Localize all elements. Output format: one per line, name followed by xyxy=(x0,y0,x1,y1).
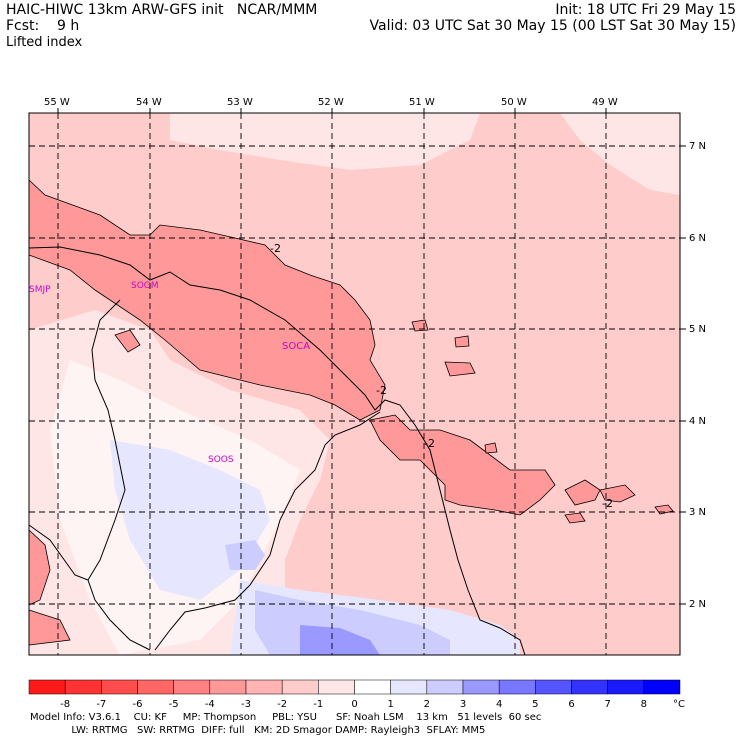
field-name: Lifted index xyxy=(6,35,83,50)
colorbar: -8 -7 -6 -5 -4 -3 -2 -1 0 1 2 3 4 5 6 7 8 °C xyxy=(28,679,685,710)
forecast-hour: Fcst: 9 h xyxy=(6,18,80,34)
lon-label: 51 W xyxy=(409,97,435,108)
contour-label: -2 xyxy=(424,437,435,450)
colorbar-tick-label: 4 xyxy=(496,699,502,710)
unstable-cell-5 xyxy=(454,335,470,348)
colorbar-cell xyxy=(318,679,355,695)
colorbar-tick-labels: -8 -7 -6 -5 -4 -3 -2 -1 0 1 2 3 4 5 6 7 8 xyxy=(60,699,647,710)
colorbar-cell xyxy=(281,679,319,695)
colorbar-tick-label: 1 xyxy=(387,699,393,710)
colorbar-cell xyxy=(101,679,138,695)
colorbar-cell xyxy=(571,679,608,695)
lat-label: 5 N xyxy=(689,324,707,335)
stable-region-5 xyxy=(300,625,380,655)
station-label: SOGM xyxy=(131,281,159,291)
colorbar-cell xyxy=(354,679,391,695)
colorbar-tick-label: 0 xyxy=(351,699,357,710)
lat-label: 6 N xyxy=(689,233,707,244)
colorbar-cell xyxy=(390,679,428,695)
colorbar-cells xyxy=(28,679,681,695)
model-info-line1: Model Info: V3.6.1 CU: KF MP: Thompson P… xyxy=(30,712,542,723)
colorbar-cell xyxy=(28,679,66,695)
colorbar-cell xyxy=(137,679,174,695)
colorbar-tick-label: 2 xyxy=(424,699,430,710)
colorbar-tick-label: -4 xyxy=(205,699,215,710)
init-time: Init: 18 UTC Fri 29 May 15 xyxy=(555,2,736,18)
colorbar-cell xyxy=(607,679,645,695)
lat-ticks xyxy=(680,145,686,605)
coastline xyxy=(28,246,526,656)
colorbar-unit: °C xyxy=(673,699,685,710)
lat-label: 7 N xyxy=(689,141,707,152)
lon-label: 52 W xyxy=(318,97,344,108)
colorbar-cell xyxy=(643,679,681,695)
colorbar-cell xyxy=(173,679,211,695)
colorbar-cell xyxy=(498,679,536,695)
contour-label: -2 xyxy=(270,242,281,255)
colorbar-cell xyxy=(535,679,572,695)
border-west xyxy=(28,524,89,581)
lon-label: 50 W xyxy=(501,97,527,108)
colorbar-cell xyxy=(426,679,464,695)
unstable-cell-7 xyxy=(564,512,586,524)
unstable-cell-9 xyxy=(484,442,498,454)
colorbar-cell xyxy=(462,679,500,695)
map-frame xyxy=(28,112,681,656)
colorbar-tick-label: 5 xyxy=(532,699,538,710)
border-suriname-french-guiana xyxy=(154,411,381,651)
lon-label: 49 W xyxy=(592,97,618,108)
model-info-line2: LW: RRTMG SW: RRTMG DIFF: full KM: 2D Sm… xyxy=(30,725,486,736)
colorbar-tick-label: 3 xyxy=(460,699,466,710)
model-title: HAIC-HIWC 13km ARW-GFS init NCAR/MMM xyxy=(6,2,318,18)
station-label: SMJP xyxy=(29,285,51,295)
colorbar-cell xyxy=(209,679,247,695)
colorbar-tick-label: -7 xyxy=(96,699,106,710)
contour-label: -2 xyxy=(602,497,613,510)
pale-region-ne xyxy=(560,113,680,195)
stable-region-2 xyxy=(225,540,265,570)
colorbar-tick-label: 7 xyxy=(604,699,610,710)
border-guyana-suriname xyxy=(87,299,151,651)
colorbar-tick-label: -5 xyxy=(169,699,179,710)
unstable-cell-1 xyxy=(564,479,601,506)
lon-label: 55 W xyxy=(44,97,70,108)
unstable-band-se xyxy=(369,414,556,516)
valid-time: Valid: 03 UTC Sat 30 May 15 (00 LST Sat … xyxy=(369,18,736,34)
pale-region-north xyxy=(170,113,480,170)
colorbar-tick-label: -1 xyxy=(313,699,323,710)
lat-lon-grid xyxy=(29,113,680,655)
colorbar-cell xyxy=(245,679,283,695)
lon-ticks xyxy=(57,108,607,113)
station-label: SOCA xyxy=(282,341,310,352)
colorbar-tick-label: -2 xyxy=(277,699,287,710)
unstable-cell-3 xyxy=(114,329,141,353)
colorbar-tick-label: 8 xyxy=(641,699,647,710)
lon-label: 53 W xyxy=(227,97,253,108)
lon-label: 54 W xyxy=(136,97,162,108)
colorbar-tick-label: 6 xyxy=(568,699,574,710)
colorbar-cell xyxy=(64,679,102,695)
lat-label: 2 N xyxy=(689,599,707,610)
colorbar-tick-label: -6 xyxy=(133,699,143,710)
colorbar-tick-label: -3 xyxy=(241,699,251,710)
unstable-cell-6 xyxy=(444,361,476,377)
unstable-cell-2 xyxy=(599,484,636,503)
unstable-band xyxy=(28,179,386,421)
station-label: SOOS xyxy=(208,455,234,465)
lat-label: 4 N xyxy=(689,416,707,427)
lat-label: 3 N xyxy=(689,507,707,518)
colorbar-tick-label: -8 xyxy=(60,699,70,710)
contour-label: -2 xyxy=(376,384,387,397)
